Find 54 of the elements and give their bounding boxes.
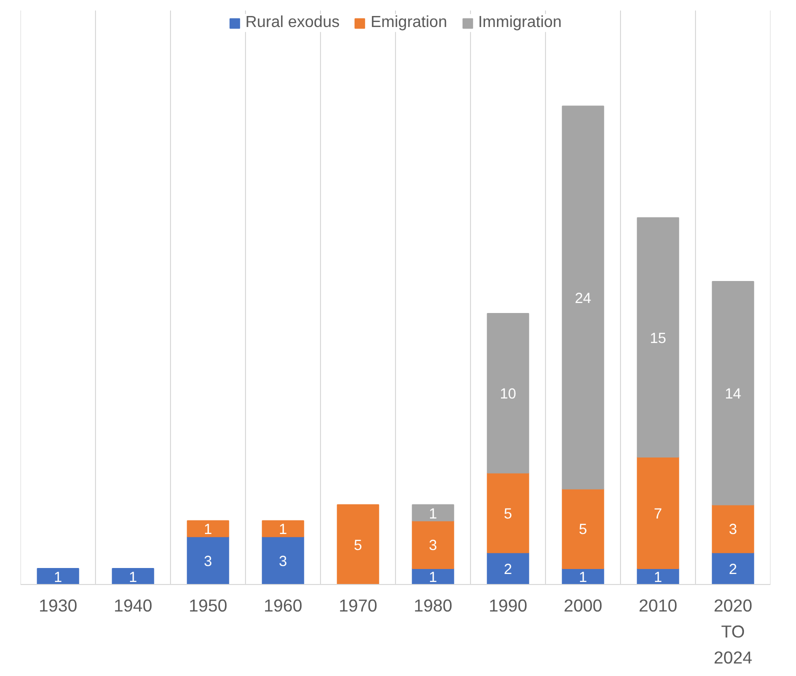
data-label: 3 <box>204 554 212 570</box>
bar <box>262 536 304 584</box>
data-label: 10 <box>500 386 516 403</box>
data-label: 7 <box>654 506 662 522</box>
x-tick-label: 1930 <box>38 596 78 616</box>
data-label: 5 <box>504 506 512 522</box>
data-label: 1 <box>428 570 438 586</box>
bar <box>486 552 530 584</box>
data-label: 3 <box>428 538 438 554</box>
legend-label: Rural exodus <box>245 14 340 32</box>
data-label: 1 <box>654 570 662 586</box>
bar <box>562 488 604 570</box>
x-tick-label: 1990 <box>488 596 528 616</box>
bar <box>486 472 530 554</box>
bar <box>412 504 454 522</box>
data-label: 2 <box>728 562 738 578</box>
bar <box>712 552 754 584</box>
bar <box>562 106 604 490</box>
legend-label: Immigration <box>478 14 562 32</box>
bar <box>712 281 754 506</box>
bar <box>486 312 530 474</box>
x-tick-label: 1950 <box>188 596 228 616</box>
bar <box>636 456 680 570</box>
x-tick-label: 1960 <box>264 596 302 616</box>
x-tick-label: 2010 <box>638 596 678 616</box>
bar <box>336 504 380 584</box>
data-label: 5 <box>578 522 588 538</box>
x-tick-label: 1980 <box>414 596 452 616</box>
bar <box>186 520 230 538</box>
bar <box>36 568 80 584</box>
bar <box>636 217 680 458</box>
data-label: 1 <box>578 570 588 586</box>
bar <box>186 536 230 584</box>
data-label: 14 <box>724 386 742 403</box>
data-label: 3 <box>728 522 738 538</box>
bar <box>262 520 304 538</box>
data-label: 1 <box>54 570 62 586</box>
data-label: 24 <box>574 291 592 307</box>
data-label: 1 <box>278 522 288 538</box>
data-label: 3 <box>278 554 288 570</box>
bar <box>412 520 454 570</box>
data-label: 1 <box>128 570 138 586</box>
data-label: 1 <box>204 522 212 538</box>
x-tick-label: 2000 <box>564 596 602 616</box>
x-tick-label: 1970 <box>338 596 378 616</box>
bar <box>712 504 754 554</box>
x-tick-label: 1940 <box>114 596 152 616</box>
data-label: 15 <box>650 330 666 347</box>
data-label: 5 <box>354 538 362 554</box>
data-label: 1 <box>428 506 438 522</box>
legend-label: Emigration <box>370 14 448 32</box>
data-label: 2 <box>504 562 512 578</box>
x-tick-label: 2020 TO 2024 <box>714 596 753 668</box>
bar <box>112 568 154 584</box>
